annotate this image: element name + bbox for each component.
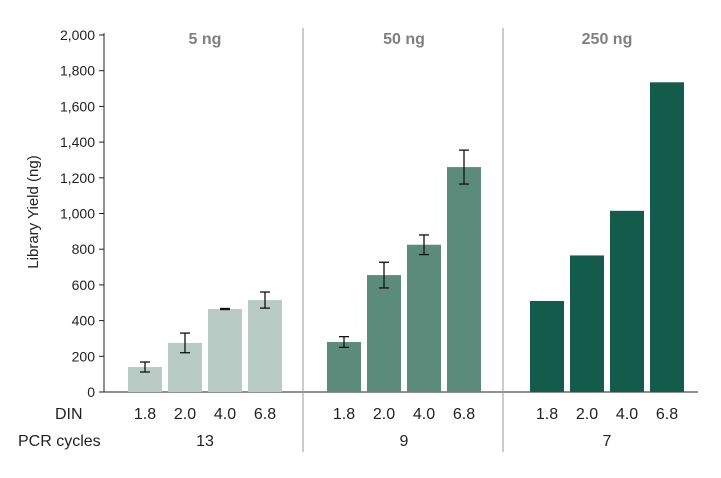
- bar: [650, 82, 684, 393]
- din-tick-label: 6.8: [254, 406, 276, 423]
- bar: [570, 255, 604, 392]
- pcr-cycles-value: 7: [603, 433, 612, 450]
- bar: [327, 342, 361, 392]
- din-tick-label: 2.0: [576, 406, 598, 423]
- y-tick-label: 1,800: [60, 63, 95, 79]
- din-tick-label: 6.8: [656, 406, 678, 423]
- y-tick-label: 800: [72, 241, 96, 257]
- group-title: 5 ng: [189, 31, 222, 48]
- y-tick-label: 200: [72, 348, 96, 364]
- labels-layer: 5 ng 1.8 2.0 4.0 6.8 13 50 ng 1.8 2.0 4.0 6.8 9 250 …: [134, 31, 678, 450]
- bar: [367, 275, 401, 392]
- din-tick-label: 4.0: [616, 406, 638, 423]
- bar: [610, 210, 644, 392]
- bar: [248, 300, 282, 392]
- bar: [530, 300, 564, 392]
- axis-layer: 0 200 400 600 800 1,000 1,200 1,400 1,600 1,800 2,…: [60, 27, 698, 452]
- bar: [407, 244, 441, 392]
- y-tick-label: 2,000: [60, 27, 95, 43]
- y-tick-label: 1,600: [60, 98, 95, 114]
- pcr-cycles-value: 13: [196, 433, 214, 450]
- y-tick-label: 600: [72, 277, 96, 293]
- din-tick-label: 1.8: [333, 406, 355, 423]
- y-tick-label: 400: [72, 313, 96, 329]
- y-axis-title: Library Yield (ng): [25, 155, 42, 268]
- din-tick-label: 2.0: [373, 406, 395, 423]
- din-tick-label: 6.8: [453, 406, 475, 423]
- din-row-label: DIN: [55, 406, 83, 423]
- bar: [208, 308, 242, 392]
- din-tick-label: 4.0: [413, 406, 435, 423]
- y-tick-label: 1,000: [60, 206, 95, 222]
- din-tick-label: 1.8: [536, 406, 558, 423]
- din-tick-label: 1.8: [134, 406, 156, 423]
- group-title: 50 ng: [383, 31, 425, 48]
- pcr-cycles-row-label: PCR cycles: [18, 433, 101, 450]
- din-tick-label: 2.0: [174, 406, 196, 423]
- y-tick-label: 1,400: [60, 134, 95, 150]
- y-tick-label: 0: [87, 384, 95, 400]
- y-tick-label: 1,200: [60, 170, 95, 186]
- bar: [447, 167, 481, 392]
- bars-layer: [128, 82, 684, 393]
- din-tick-label: 4.0: [214, 406, 236, 423]
- group-title: 250 ng: [582, 31, 633, 48]
- pcr-cycles-value: 9: [400, 433, 409, 450]
